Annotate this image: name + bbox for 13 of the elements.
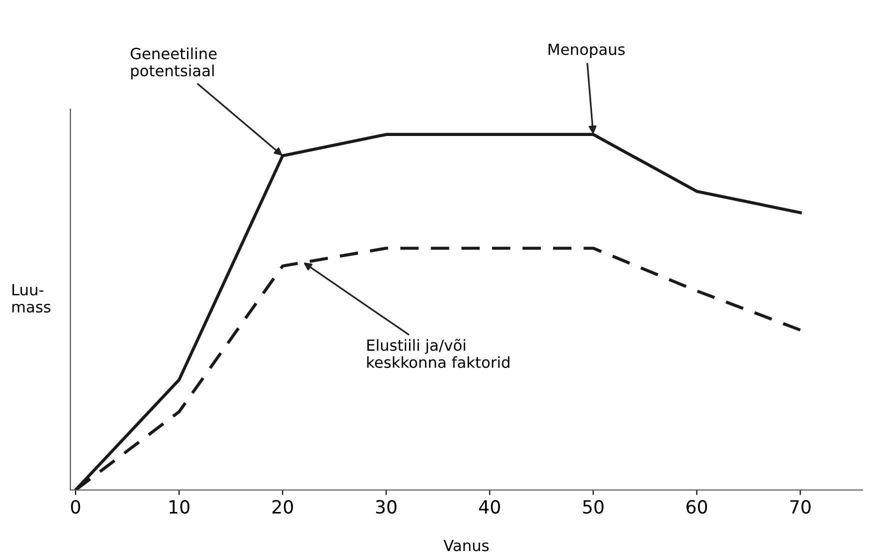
x-tick-label: 70: [790, 500, 811, 514]
annotation: Menopaus: [548, 44, 625, 58]
x-tick-label: 10: [170, 500, 190, 514]
x-axis-title: Vanus: [444, 540, 489, 552]
x-tick-label: 0: [71, 500, 80, 514]
y-axis-title: Luu- mass: [12, 284, 50, 313]
annotation: Geneetiline potentsiaal: [130, 47, 217, 80]
annotation: Elustiili ja/või keskkonna faktorid: [367, 338, 510, 368]
x-tick-label: 60: [686, 500, 708, 514]
x-tick-label: 30: [376, 500, 396, 514]
x-tick-label: 50: [583, 500, 604, 514]
x-tick-label: 40: [479, 500, 500, 514]
x-tick-label: 20: [272, 500, 293, 514]
